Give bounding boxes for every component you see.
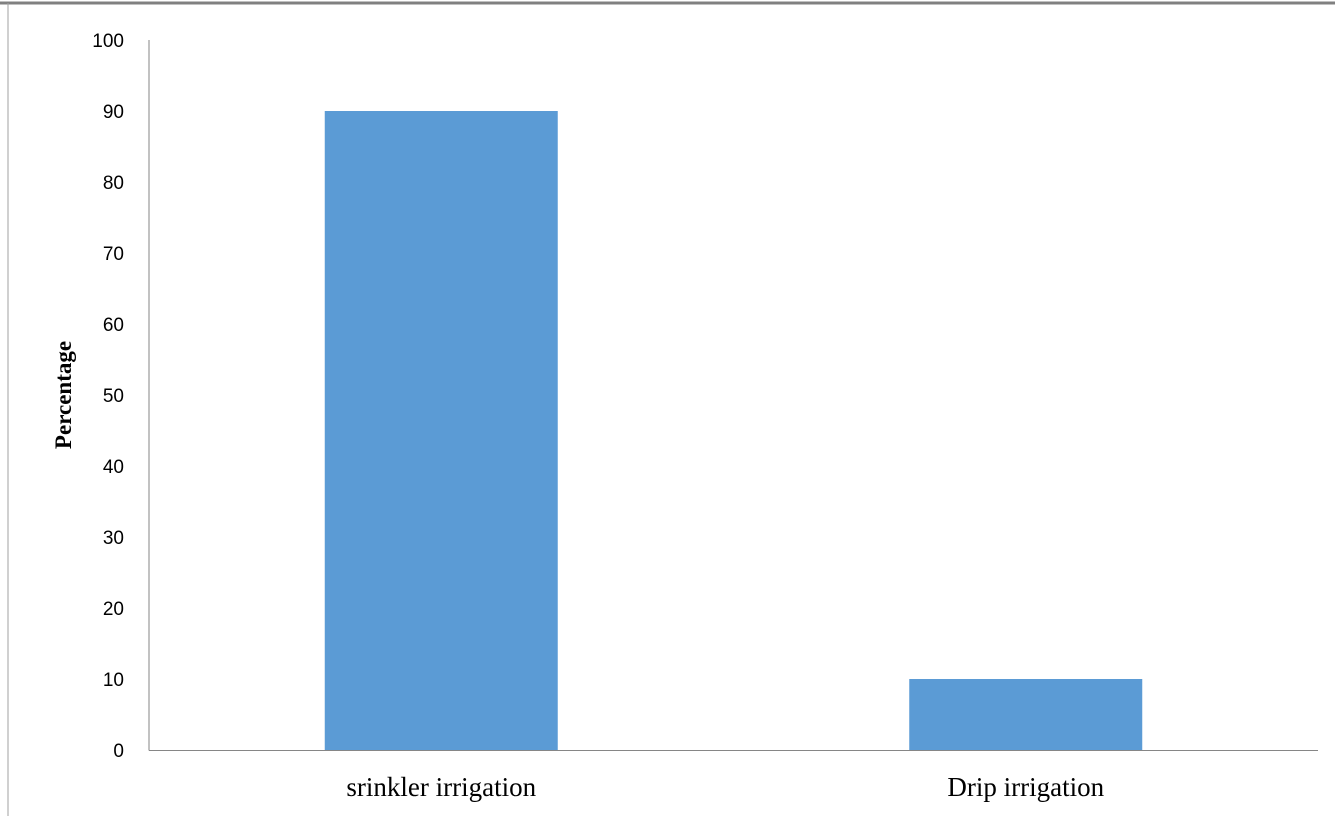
y-tick-label: 70 [103,244,124,265]
y-tick-label: 80 [103,173,124,194]
bars-group [324,111,1143,750]
y-axis-title: Percentage [51,341,76,449]
y-tick-label: 30 [103,528,124,549]
axes-group [148,40,1318,751]
x-category-labels: srinkler irrigation Drip irrigation [346,772,1104,802]
y-tick-label: 10 [103,670,124,691]
y-tick-label: 90 [103,102,124,123]
x-category-label: Drip irrigation [947,772,1104,802]
y-tick-label: 40 [103,457,124,478]
y-tick-labels: 0 10 20 30 40 50 60 70 80 90 100 [92,31,124,762]
x-category-label: srinkler irrigation [346,772,536,802]
y-tick-label: 100 [92,31,124,52]
y-tick-label: 0 [113,741,124,762]
y-tick-label: 50 [103,386,124,407]
y-tick-label: 60 [103,315,124,336]
bar-srinkler-irrigation [324,111,558,750]
y-tick-label: 20 [103,599,124,620]
bar-drip-irrigation [909,679,1143,750]
